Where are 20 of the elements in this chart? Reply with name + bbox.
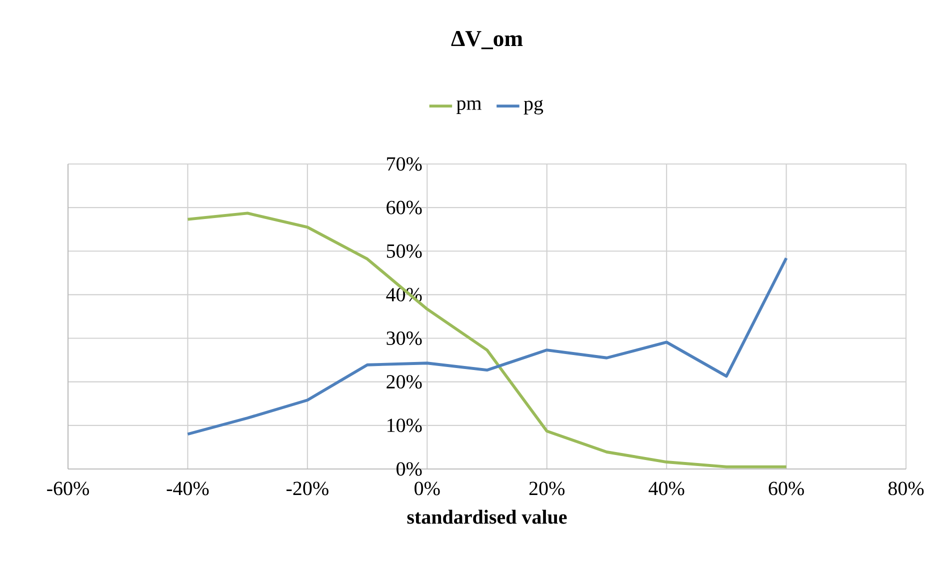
chart-title: ΔV_om [451, 31, 523, 50]
x-tick-label: 20% [529, 482, 565, 496]
x-tick-label: 40% [648, 482, 684, 496]
y-tick-label: 0% [396, 462, 422, 476]
legend-label: pg [524, 100, 544, 114]
x-tick-label: 0% [414, 482, 440, 496]
y-tick-label: 70% [387, 157, 422, 171]
legend-label: pm [456, 100, 482, 114]
x-tick-label: 60% [768, 482, 804, 496]
x-tick-label: -60% [47, 482, 89, 496]
x-axis-title: standardised value [407, 510, 567, 524]
y-tick-label: 10% [388, 418, 422, 432]
y-tick-label: 50% [386, 244, 422, 258]
x-tick-label: -20% [286, 482, 328, 496]
line-series [186, 256, 788, 436]
y-tick-label: 60% [386, 200, 422, 214]
y-tick-label: 20% [386, 375, 422, 389]
x-tick-label: 80% [888, 482, 924, 496]
y-tick-label: 30% [386, 331, 422, 346]
x-tick-label: -40% [166, 482, 209, 496]
